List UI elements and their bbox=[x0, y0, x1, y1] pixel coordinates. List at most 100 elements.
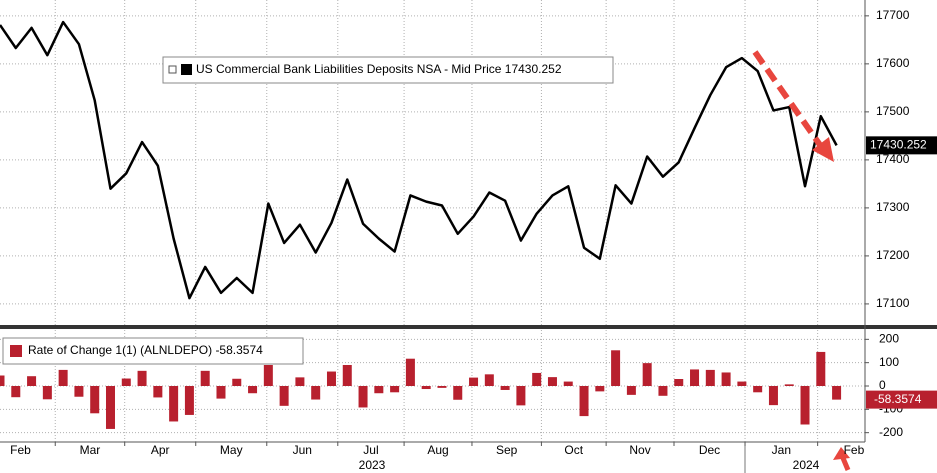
bar bbox=[169, 386, 179, 422]
bar bbox=[705, 369, 715, 386]
x-tick-label: Mar bbox=[80, 443, 101, 457]
bar bbox=[74, 386, 84, 397]
bar bbox=[737, 381, 747, 386]
bar bbox=[311, 386, 321, 400]
x-tick-label: Jun bbox=[293, 443, 312, 457]
x-tick-label: Sep bbox=[496, 443, 518, 457]
bar bbox=[658, 386, 668, 396]
last-value-label: 17430.252 bbox=[870, 138, 927, 152]
annotation-arrow bbox=[840, 457, 851, 471]
x-tick-label: Feb bbox=[844, 443, 865, 457]
bar bbox=[579, 386, 589, 417]
bar bbox=[563, 381, 573, 386]
bar bbox=[674, 379, 684, 386]
last-value-box bbox=[866, 136, 937, 155]
bar bbox=[90, 386, 100, 414]
bar bbox=[516, 386, 526, 406]
bar bbox=[263, 365, 273, 386]
y-tick-label: 100 bbox=[879, 355, 899, 369]
bar bbox=[721, 372, 731, 386]
annotation-arrowhead bbox=[833, 447, 850, 460]
x-tick-label: Oct bbox=[564, 443, 583, 457]
y-tick-label: 200 bbox=[879, 332, 899, 346]
last-value-label: -58.3574 bbox=[874, 392, 922, 406]
y-tick-label: -200 bbox=[879, 425, 903, 439]
legend-value: -58.3574 bbox=[215, 343, 263, 357]
bar bbox=[816, 351, 826, 386]
bar bbox=[58, 369, 68, 386]
x-tick-label: Dec bbox=[699, 443, 720, 457]
legend-box bbox=[162, 56, 614, 84]
bar bbox=[200, 370, 210, 386]
bar bbox=[137, 370, 147, 386]
y-tick-label: 17500 bbox=[876, 104, 910, 118]
bar bbox=[800, 386, 810, 425]
year-label: 2024 bbox=[793, 458, 820, 472]
bar bbox=[358, 386, 368, 408]
bar bbox=[279, 386, 289, 406]
bar bbox=[216, 386, 226, 399]
bar bbox=[326, 371, 336, 386]
bar bbox=[11, 386, 21, 398]
bar bbox=[105, 386, 115, 429]
x-tick-label: Nov bbox=[629, 443, 650, 457]
bar bbox=[248, 386, 258, 394]
y-tick-label: 17200 bbox=[876, 248, 910, 262]
bar bbox=[27, 376, 37, 386]
bar bbox=[421, 386, 431, 390]
x-tick-label: May bbox=[220, 443, 243, 457]
bar bbox=[611, 350, 621, 386]
legend-swatch bbox=[10, 345, 22, 357]
y-tick-label: 17400 bbox=[876, 152, 910, 166]
y-tick-label: 17300 bbox=[876, 200, 910, 214]
y-tick-label: 17700 bbox=[876, 8, 910, 22]
bar bbox=[547, 377, 557, 386]
bar bbox=[500, 386, 510, 390]
legend-toggle bbox=[168, 65, 177, 74]
legend-value: 17430.252 bbox=[505, 62, 562, 76]
bar bbox=[784, 384, 794, 386]
legend-label: US Commercial Bank Liabilities Deposits … bbox=[196, 62, 562, 76]
annotation-arrow bbox=[752, 50, 823, 147]
x-tick-label: Apr bbox=[151, 443, 170, 457]
y-tick-label: 17100 bbox=[876, 296, 910, 310]
bar bbox=[42, 386, 52, 400]
legend-name: US Commercial Bank Liabilities Deposits … bbox=[196, 62, 502, 76]
bar bbox=[453, 386, 463, 400]
bar bbox=[469, 377, 479, 386]
bar bbox=[390, 386, 400, 393]
last-value-box bbox=[866, 390, 937, 409]
legend-swatch bbox=[181, 64, 192, 75]
plot-layer bbox=[0, 0, 865, 442]
x-tick-label: Aug bbox=[427, 443, 448, 457]
bar bbox=[184, 386, 194, 415]
bar bbox=[832, 386, 842, 400]
bar bbox=[595, 386, 605, 392]
bar bbox=[484, 374, 494, 386]
bar bbox=[153, 386, 163, 398]
bar bbox=[437, 386, 447, 388]
bar bbox=[0, 375, 5, 386]
bar bbox=[532, 372, 542, 386]
bar bbox=[753, 386, 763, 393]
legend-label: Rate of Change 1(1) (ALNLDEPO) -58.3574 bbox=[28, 343, 263, 357]
bar bbox=[374, 386, 384, 394]
bar bbox=[690, 369, 700, 386]
bar bbox=[642, 363, 652, 386]
data-line bbox=[0, 20, 838, 300]
legend-name: Rate of Change 1(1) (ALNLDEPO) bbox=[28, 343, 212, 357]
y-tick-label: 0 bbox=[879, 378, 886, 392]
x-tick-label: Feb bbox=[10, 443, 31, 457]
bar bbox=[768, 386, 778, 406]
y-tick-label: 17600 bbox=[876, 56, 910, 70]
x-tick-label: Jul bbox=[363, 443, 378, 457]
bar bbox=[232, 378, 242, 386]
bar bbox=[121, 378, 131, 386]
bar bbox=[626, 386, 636, 395]
x-tick-label: Jan bbox=[772, 443, 791, 457]
bar bbox=[295, 377, 305, 386]
bar bbox=[342, 365, 352, 386]
annotation-arrowhead bbox=[812, 137, 834, 162]
year-label: 2023 bbox=[359, 458, 386, 472]
